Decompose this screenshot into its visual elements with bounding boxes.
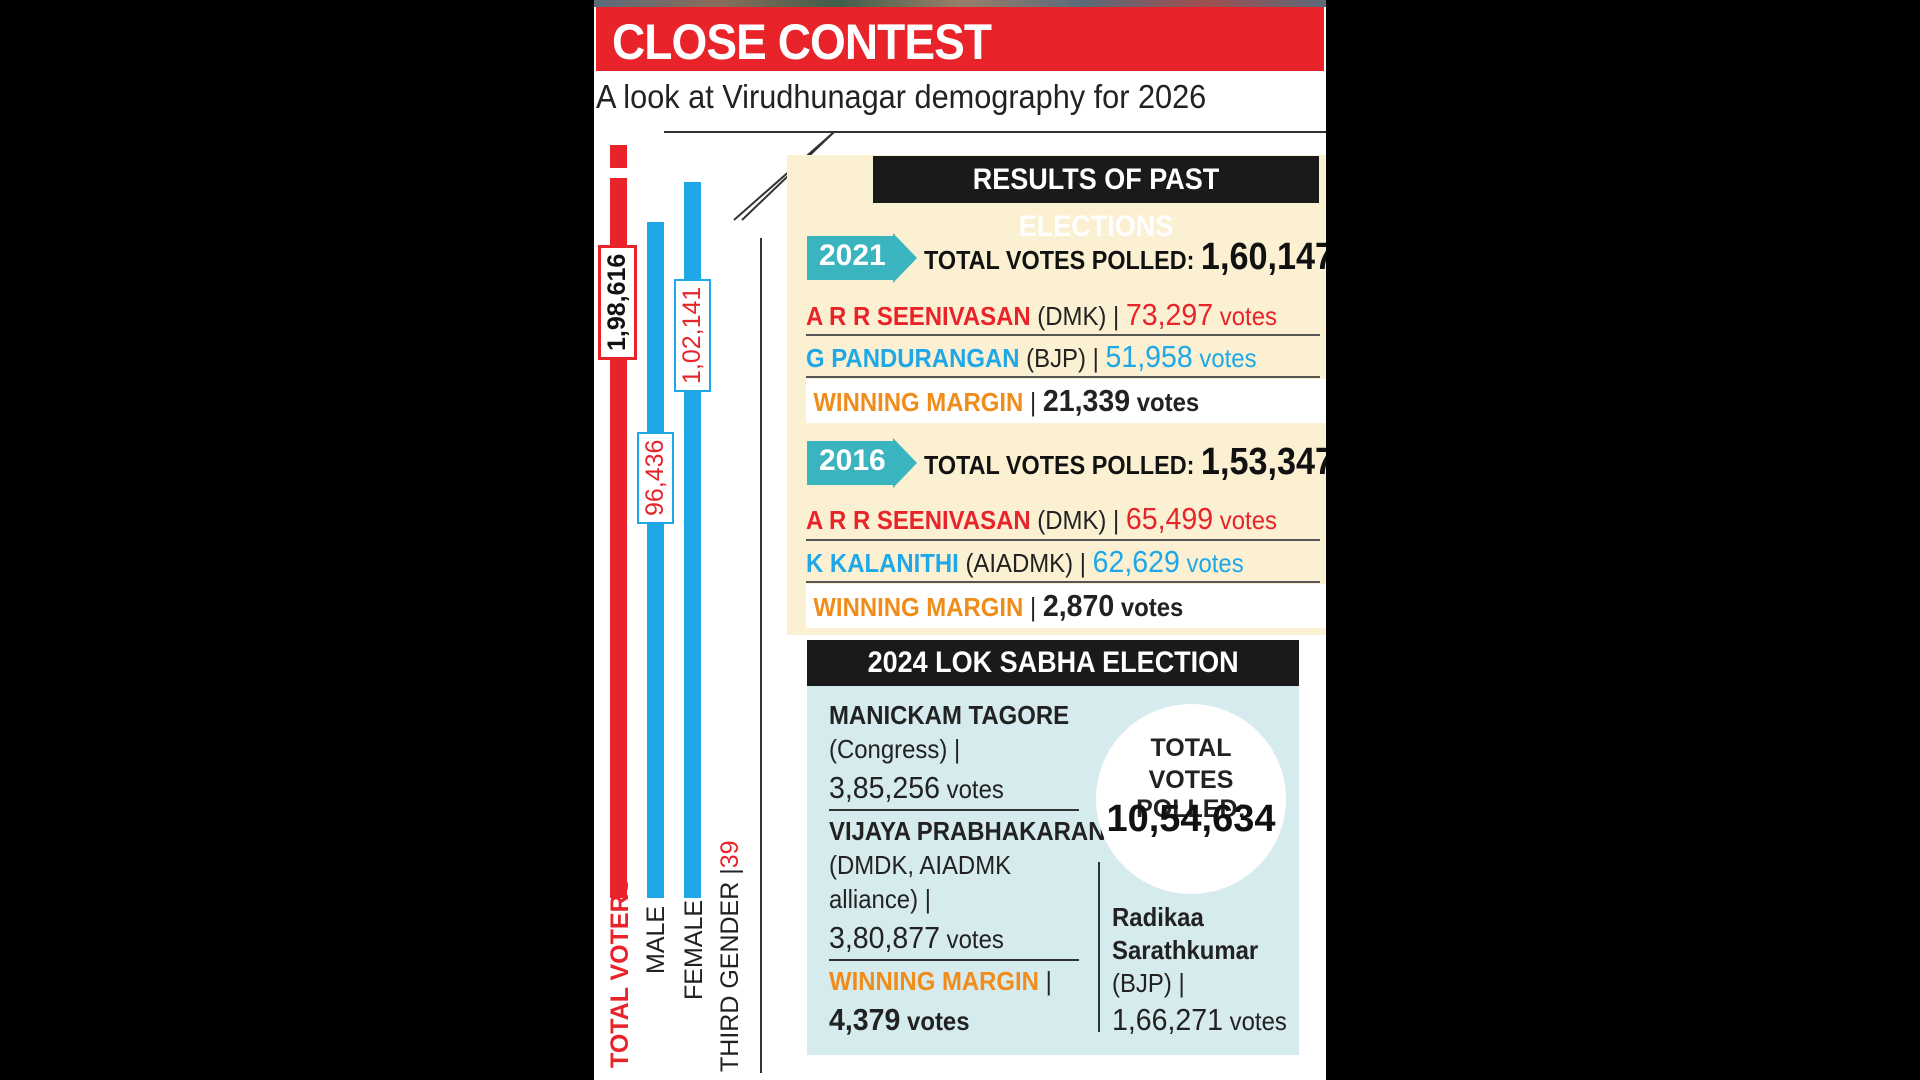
ls-runner-name: VIJAYA PRABHAKARAN [829, 816, 1106, 846]
ls-runner-party-line2: alliance) | [829, 884, 931, 914]
runner-2021-party: (BJP) | [1026, 343, 1099, 373]
votes-word: votes [1229, 1006, 1287, 1036]
total-votes-2021: TOTAL VOTES POLLED: 1,60,147 [924, 236, 1326, 279]
ls-third-name-line1: Radikaa [1112, 902, 1204, 932]
votes-word: votes [1199, 343, 1257, 373]
ls-margin-value-line: 4,379 votes [829, 1002, 970, 1038]
margin-2016-row: WINNING MARGIN | 2,870 votes [806, 584, 1326, 628]
runner-2021-name: G PANDURANGAN [806, 343, 1020, 373]
margin-2016-label: WINNING MARGIN [813, 592, 1024, 622]
votes-word: votes [1186, 548, 1244, 578]
margin-2016-value: 2,870 [1042, 588, 1115, 623]
total-votes-circle: TOTAL VOTES POLLED: 10,54,634 [1096, 704, 1286, 894]
infographic-card: CLOSE CONTEST A look at Virudhunagar dem… [594, 0, 1326, 1080]
ls-margin-line: WINNING MARGIN | [829, 966, 1052, 996]
male-voters-value: 96,436 [637, 431, 674, 524]
votes-word: votes [1120, 592, 1184, 622]
male-voters-bar [647, 222, 664, 898]
third-gender-label: THIRD GENDER |39 [716, 840, 744, 1072]
winner-2021-party: (DMK) | [1037, 301, 1120, 331]
ls-runner-votes-line: 3,80,877 votes [829, 920, 1004, 956]
margin-2021-label: WINNING MARGIN [813, 387, 1024, 417]
votes-word: votes [946, 774, 1004, 804]
female-voters-label: FEMALE [680, 899, 708, 1000]
ls-margin-label: WINNING MARGIN [829, 966, 1039, 996]
third-gender-label-text: THIRD GENDER [716, 881, 744, 1072]
winner-2016-votes: 65,499 [1125, 501, 1214, 536]
ls-runner-party-line1: (DMDK, AIADMK [829, 850, 1012, 880]
divider-line [760, 238, 762, 1073]
total-voters-bar-cap [610, 145, 627, 168]
total-votes-2016-value: 1,53,347 [1200, 441, 1326, 483]
row-separator [806, 581, 1320, 583]
arrow-head [893, 233, 917, 283]
year-2016-arrow: 2016 [807, 438, 917, 488]
total-voters-value: 1,98,616 [598, 244, 637, 360]
year-2016-label: 2016 [819, 444, 886, 477]
runner-2016-row: K KALANITHI (AIADMK) | 62,629 votes [806, 542, 1320, 582]
winner-2021-name: A R R SEENIVASAN [806, 301, 1031, 331]
ls-third-votes-line: 1,66,271 votes [1112, 1002, 1287, 1038]
runner-2016-votes: 62,629 [1092, 544, 1180, 579]
row-separator [829, 809, 1079, 811]
ls-winner-votes: 3,85,256 [829, 770, 941, 805]
winner-2016-party: (DMK) | [1037, 505, 1120, 535]
ls-winner-votes-line: 3,85,256 votes [829, 770, 1004, 806]
ls-runner-votes: 3,80,877 [829, 920, 941, 955]
ls-divider [1098, 862, 1100, 1032]
arrow-head [893, 438, 917, 488]
ls-margin-value: 4,379 [829, 1002, 901, 1037]
ls-winner-party: (Congress) | [829, 734, 961, 764]
total-votes-2021-label: TOTAL VOTES POLLED: [924, 245, 1195, 275]
photo-strip [594, 0, 1326, 7]
header-banner: CLOSE CONTEST [596, 7, 1324, 71]
margin-2021-value: 21,339 [1042, 383, 1131, 418]
callout-pointer [664, 131, 1326, 221]
runner-2021-votes: 51,958 [1105, 339, 1193, 374]
lok-sabha-heading: 2024 LOK SABHA ELECTION [807, 640, 1299, 686]
total-votes-2021-value: 1,60,147 [1200, 236, 1326, 278]
past-elections-heading-text: RESULTS OF PAST ELECTIONS [972, 163, 1220, 243]
winner-2021-votes: 73,297 [1125, 297, 1214, 332]
votes-word: votes [907, 1006, 970, 1036]
total-voters-label: TOTAL VOTERS [606, 877, 634, 1068]
runner-2016-party: (AIADMK) | [965, 548, 1086, 578]
winner-2021-row: A R R SEENIVASAN (DMK) | 73,297 votes [806, 295, 1320, 335]
votes-word: votes [1219, 301, 1277, 331]
third-gender-value: 39 [716, 840, 744, 869]
row-separator [806, 334, 1320, 336]
votes-word: votes [1219, 505, 1277, 535]
row-separator [829, 959, 1079, 961]
row-separator [806, 539, 1320, 541]
runner-2016-name: K KALANITHI [806, 548, 959, 578]
year-2021-arrow: 2021 [807, 233, 917, 283]
year-2021-label: 2021 [819, 239, 886, 272]
runner-2021-row: G PANDURANGAN (BJP) | 51,958 votes [806, 337, 1320, 377]
ls-total-label-line1: TOTAL [1150, 734, 1232, 762]
ls-third-name-line2: Sarathkumar [1112, 935, 1259, 965]
winner-2016-name: A R R SEENIVASAN [806, 505, 1031, 535]
page-title: CLOSE CONTEST [612, 14, 992, 70]
ls-total-label-line2: VOTES POLLED: [1136, 766, 1246, 823]
arrow-body [807, 236, 893, 280]
votes-word: votes [1136, 387, 1200, 417]
past-elections-heading: RESULTS OF PAST ELECTIONS [873, 156, 1319, 243]
votes-word: votes [946, 924, 1004, 954]
margin-2021-row: WINNING MARGIN | 21,339 votes [806, 379, 1326, 423]
page-subtitle: A look at Virudhunagar demography for 20… [596, 78, 1207, 115]
ls-total-value: 10,54,634 [1106, 798, 1276, 840]
lok-sabha-heading-text: 2024 LOK SABHA ELECTION [867, 646, 1239, 679]
male-voters-label: MALE [642, 905, 670, 974]
female-voters-value: 1,02,141 [674, 278, 711, 392]
row-separator [806, 376, 1320, 378]
total-votes-2016-label: TOTAL VOTES POLLED: [924, 450, 1195, 480]
ls-third-votes: 1,66,271 [1112, 1002, 1224, 1037]
total-votes-2016: TOTAL VOTES POLLED: 1,53,347 [924, 441, 1326, 484]
ls-winner-name: MANICKAM TAGORE [829, 700, 1070, 730]
winner-2016-row: A R R SEENIVASAN (DMK) | 65,499 votes [806, 499, 1320, 539]
ls-third-party: (BJP) | [1112, 968, 1185, 998]
arrow-body [807, 441, 893, 485]
